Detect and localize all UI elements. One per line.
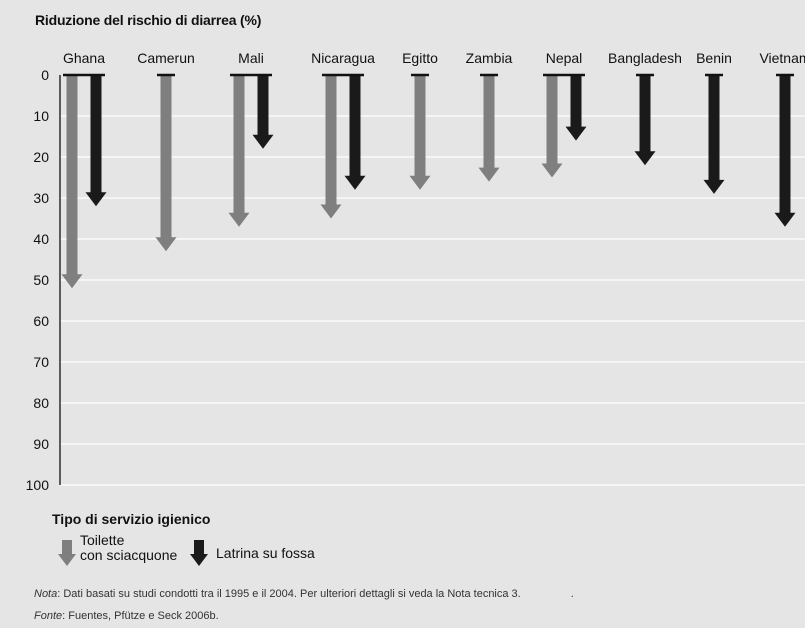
note-trailing: . — [570, 588, 574, 600]
bar-flush-toilet-nicaragua — [320, 75, 342, 219]
category-label: Bangladesh — [608, 50, 682, 66]
y-tick-label: 60 — [33, 313, 49, 329]
legend-label-flush-line1: Toilette — [80, 532, 125, 548]
bar-flush-toilet-nepal — [541, 75, 563, 178]
plot-area: 0 10 20 30 40 50 60 70 80 90 100 Ghana Camerun Mali N… — [26, 50, 805, 493]
legend-label-flush: Toilette con sciacquone — [80, 533, 177, 563]
y-tick-label: 50 — [33, 272, 49, 288]
y-tick-label: 100 — [26, 477, 50, 493]
category-label: Nepal — [546, 50, 583, 66]
legend-label-pit: Latrina su fossa — [216, 545, 315, 561]
chart-title: Riduzione del rischio di diarrea (%) — [35, 12, 262, 28]
y-tick-label: 90 — [33, 436, 49, 452]
category-label: Vietnam — [759, 50, 805, 66]
source-line: Fonte: Fuentes, Pfütze e Seck 2006b. — [34, 610, 219, 622]
source-text: : Fuentes, Pfütze e Seck 2006b. — [62, 610, 219, 622]
legend-swatch-flush — [58, 540, 76, 566]
legend-swatch-pit — [190, 540, 208, 566]
category-label: Camerun — [137, 50, 195, 66]
bar-flush-toilet-zambia — [478, 75, 500, 182]
bar-flush-toilet-ghana — [61, 75, 83, 289]
bar-pit-latrine-bangladesh — [634, 75, 656, 166]
bar-pit-latrine-vietnam — [774, 75, 796, 227]
category-label: Nicaragua — [311, 50, 375, 66]
bar-flush-toilet-mali — [228, 75, 250, 227]
bar-pit-latrine-mali — [252, 75, 274, 149]
y-tick-label: 40 — [33, 231, 49, 247]
y-tick-label: 20 — [33, 149, 49, 165]
y-tick-label: 80 — [33, 395, 49, 411]
bar-pit-latrine-ghana — [85, 75, 107, 207]
category-label: Benin — [696, 50, 732, 66]
category-label: Zambia — [466, 50, 513, 66]
y-tick-label: 10 — [33, 108, 49, 124]
category-label: Ghana — [63, 50, 105, 66]
bar-flush-toilet-egitto — [409, 75, 431, 190]
legend-title: Tipo di servizio igienico — [52, 511, 211, 527]
bar-pit-latrine-nicaragua — [344, 75, 366, 190]
legend-label-flush-line2: con sciacquone — [80, 547, 178, 563]
note-text: : Dati basati su studi condotti tra il 1… — [57, 588, 521, 600]
bar-pit-latrine-benin — [703, 75, 725, 194]
category-label: Egitto — [402, 50, 438, 66]
note-label: Nota — [34, 588, 58, 600]
bar-flush-toilet-camerun — [155, 75, 177, 252]
note-line: Nota: Dati basati su studi condotti tra … — [34, 588, 574, 600]
y-tick-label: 0 — [41, 67, 49, 83]
category-label: Mali — [238, 50, 264, 66]
source-label: Fonte — [34, 610, 63, 622]
y-tick-label: 30 — [33, 190, 49, 206]
bar-pit-latrine-nepal — [565, 75, 587, 141]
y-tick-label: 70 — [33, 354, 49, 370]
